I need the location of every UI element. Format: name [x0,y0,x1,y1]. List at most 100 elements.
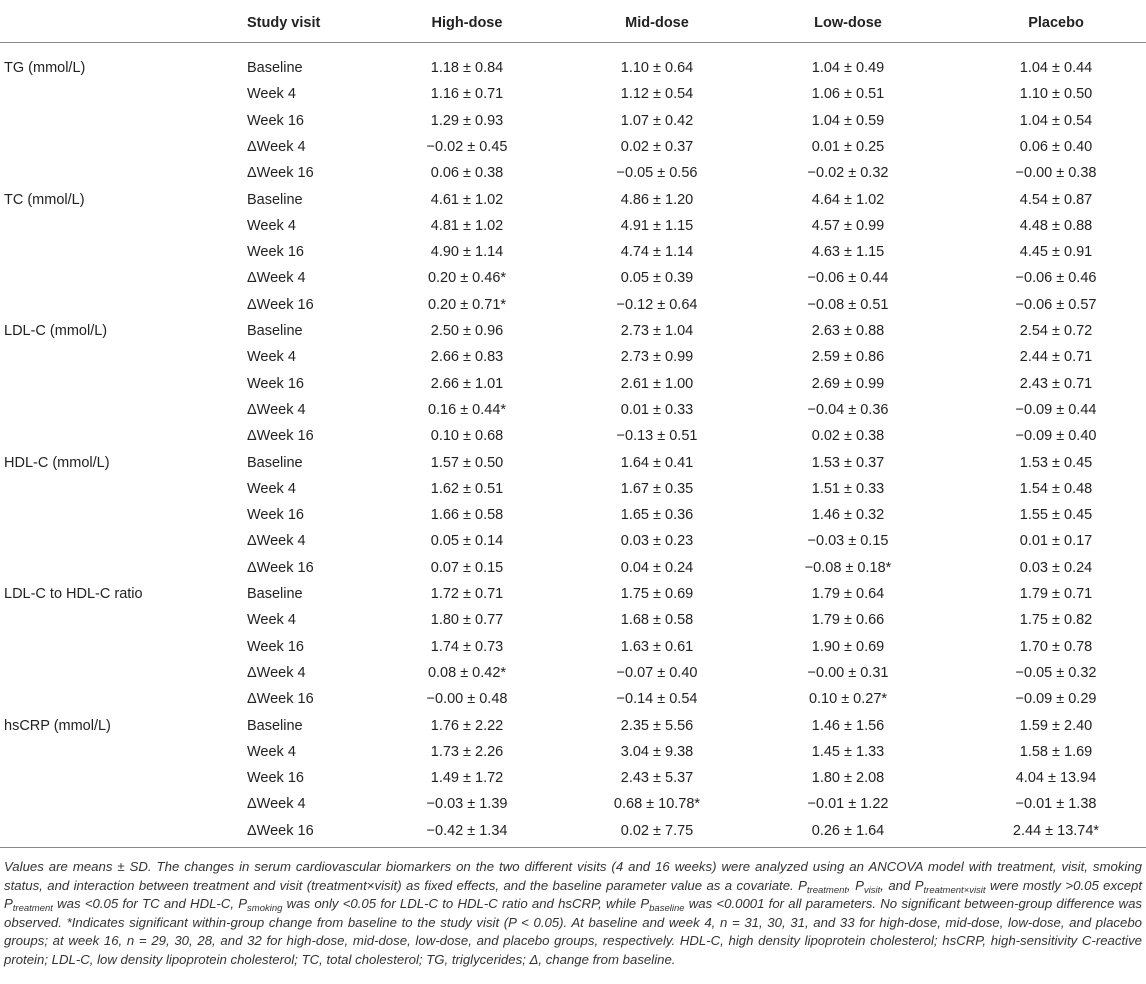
visit-cell: Week 4 [247,349,296,366]
column-header: Placebo [1028,15,1084,31]
footnote: Values are means ± SD. The changes in se… [4,858,1142,970]
value-cell: −0.42 ± 1.34 [426,822,508,839]
value-cell: 0.20 ± 0.46* [427,270,507,287]
value-cell: 4.54 ± 0.87 [1019,191,1093,208]
value-cell: −0.06 ± 0.46 [1015,270,1097,287]
value-cell: 0.01 ± 0.25 [811,138,885,155]
value-cell: 1.16 ± 0.71 [430,86,504,103]
value-cell: 1.51 ± 0.33 [811,480,885,497]
value-cell: −0.06 ± 0.44 [807,270,889,287]
column-header: Mid-dose [625,15,689,31]
value-cell: 0.01 ± 0.33 [620,401,694,418]
value-cell: 1.79 ± 0.66 [811,612,885,629]
value-cell: 0.05 ± 0.39 [620,270,694,287]
value-cell: 1.10 ± 0.64 [620,60,694,76]
visit-cell: Week 4 [247,86,296,103]
footnote-sub: treatment×visit [923,884,986,896]
visit-cell: Week 4 [247,743,296,760]
value-cell: 2.69 ± 0.99 [811,375,885,392]
value-cell: 1.79 ± 0.64 [811,586,885,602]
value-cell: 4.86 ± 1.20 [620,191,694,208]
value-cell: 1.07 ± 0.42 [620,112,694,129]
value-cell: 1.70 ± 0.78 [1019,638,1093,655]
footnote-text: was <0.0001 for all parameters. No signi… [4,896,1143,967]
footnote-text: was only <0.05 for LDL-C to HDL-C ratio … [282,896,650,912]
visit-cell: Baseline [247,191,303,208]
visit-cell: Baseline [247,586,303,602]
visit-cell: ΔWeek 4 [247,664,306,681]
value-cell: 1.67 ± 0.35 [620,480,694,497]
value-cell: 2.44 ± 13.74* [1012,822,1100,839]
value-cell: 4.81 ± 1.02 [430,217,504,234]
value-cell: 0.02 ± 0.38 [811,428,885,445]
value-cell: 1.75 ± 0.82 [1019,612,1093,629]
value-cell: 4.48 ± 0.88 [1019,217,1093,234]
value-cell: −0.02 ± 0.45 [426,138,508,155]
value-cell: 1.18 ± 0.84 [430,60,504,76]
value-cell: 2.63 ± 0.88 [811,323,885,339]
value-cell: 1.04 ± 0.59 [811,112,885,129]
visit-cell: Week 4 [247,480,296,497]
value-cell: 2.50 ± 0.96 [430,323,504,339]
value-cell: 0.26 ± 1.64 [811,822,885,839]
header-rule [0,42,1146,43]
visit-cell: Week 16 [247,638,304,655]
value-cell: 1.63 ± 0.61 [620,638,694,655]
value-cell: −0.00 ± 0.31 [807,664,889,681]
value-cell: 0.03 ± 0.24 [1019,559,1093,576]
value-cell: 0.07 ± 0.15 [430,559,504,576]
value-cell: 1.76 ± 2.22 [430,717,504,734]
value-cell: 2.44 ± 0.71 [1019,349,1093,366]
value-cell: 1.68 ± 0.58 [620,612,694,629]
value-cell: −0.02 ± 0.32 [807,165,889,182]
value-cell: 0.10 ± 0.27* [808,691,888,708]
value-cell: 1.46 ± 0.32 [811,507,885,524]
value-cell: 2.54 ± 0.72 [1019,323,1093,339]
value-cell: 2.66 ± 1.01 [430,375,504,392]
value-cell: −0.00 ± 0.38 [1015,165,1097,182]
visit-cell: Week 16 [247,770,304,787]
value-cell: −0.04 ± 0.36 [807,401,889,418]
value-cell: 0.02 ± 7.75 [620,822,694,839]
visit-cell: Week 4 [247,217,296,234]
value-cell: 0.06 ± 0.38 [430,165,504,182]
value-cell: 1.53 ± 0.37 [811,454,885,471]
value-cell: 0.06 ± 0.40 [1019,138,1093,155]
value-cell: 1.73 ± 2.26 [430,743,504,760]
value-cell: 1.10 ± 0.50 [1019,86,1093,103]
value-cell: 2.43 ± 5.37 [620,770,694,787]
value-cell: 0.04 ± 0.24 [620,559,694,576]
value-cell: 0.03 ± 0.23 [620,533,694,550]
value-cell: −0.03 ± 0.15 [807,533,889,550]
value-cell: 0.05 ± 0.14 [430,533,504,550]
value-cell: 4.64 ± 1.02 [811,191,885,208]
value-cell: 1.72 ± 0.71 [430,586,504,602]
visit-cell: ΔWeek 16 [247,559,314,576]
visit-cell: Week 4 [247,612,296,629]
value-cell: 2.73 ± 1.04 [620,323,694,339]
visit-cell: ΔWeek 16 [247,428,314,445]
value-cell: −0.05 ± 0.56 [616,165,698,182]
visit-cell: Baseline [247,454,303,471]
value-cell: 4.61 ± 1.02 [430,191,504,208]
footnote-sub: treatment [806,884,848,896]
value-cell: 2.35 ± 5.56 [620,717,694,734]
value-cell: 1.12 ± 0.54 [620,86,694,103]
visit-cell: ΔWeek 4 [247,401,306,418]
column-header: Low-dose [814,15,882,31]
footnote-sub: treatment [12,903,53,915]
value-cell: 1.65 ± 0.36 [620,507,694,524]
value-cell: 1.46 ± 1.56 [811,717,885,734]
value-cell: 0.08 ± 0.42* [427,664,507,681]
value-cell: 1.29 ± 0.93 [430,112,504,129]
value-cell: 4.90 ± 1.14 [430,244,504,261]
column-header: High-dose [431,15,503,31]
visit-cell: ΔWeek 16 [247,691,314,708]
value-cell: 4.57 ± 0.99 [811,217,885,234]
visit-cell: ΔWeek 4 [247,533,306,550]
value-cell: 1.90 ± 0.69 [811,638,885,655]
value-cell: 1.54 ± 0.48 [1019,480,1093,497]
value-cell: 1.49 ± 1.72 [430,770,504,787]
bottom-rule [0,847,1146,848]
visit-cell: ΔWeek 16 [247,165,314,182]
